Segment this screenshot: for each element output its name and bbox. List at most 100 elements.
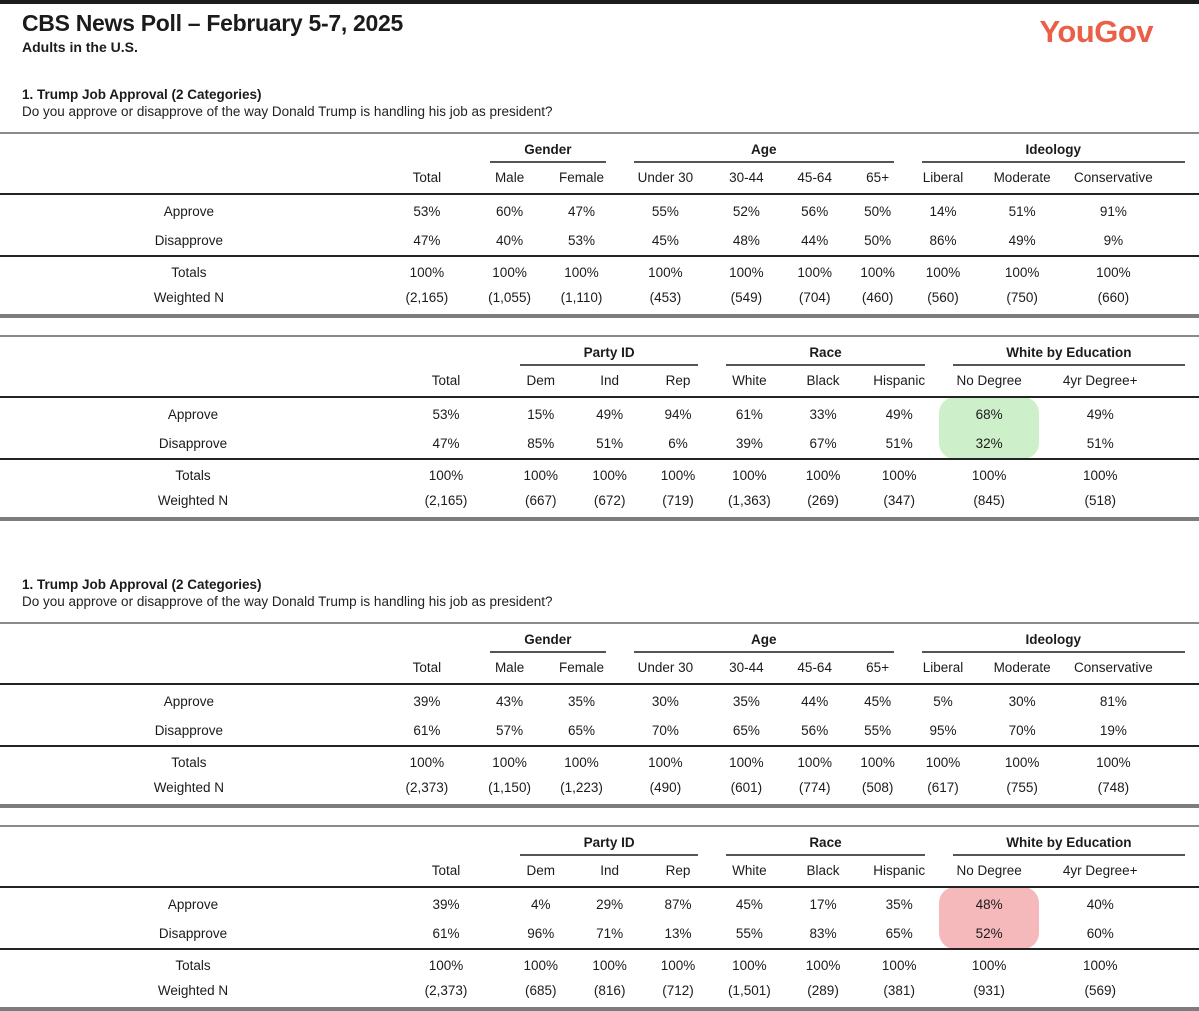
data-cell: 39% xyxy=(432,897,460,912)
totals-cell: 100% xyxy=(712,458,787,488)
table-row: Disapprove 47% 85% 51% 6% 39% 67% 51% 32% 51% xyxy=(0,429,1199,459)
data-cell: 61% xyxy=(432,926,460,941)
row-label: Totals xyxy=(0,948,387,978)
totals-cell: (1,501) xyxy=(712,978,787,1011)
totals-cell: 100% xyxy=(978,255,1066,285)
group-header-party-id: Party ID xyxy=(506,336,712,366)
totals-cell: 100% xyxy=(859,458,939,488)
group-header-ideology: Ideology xyxy=(908,623,1199,653)
totals-cell: (672) xyxy=(575,488,644,521)
totals-row: Totals 100% 100% 100% 100% 100% 100% 100% 100% 10… xyxy=(0,948,1199,978)
column-header: Total xyxy=(377,163,476,195)
totals-cell: 100% xyxy=(619,745,711,775)
totals-cell: (660) xyxy=(1065,285,1199,318)
column-header-row: Total Dem Ind Rep White Black Hispanic No Degre… xyxy=(0,366,1199,398)
totals-cell: (1,110) xyxy=(543,285,620,318)
crosstab-table-2-2: Party ID Race White by Education Total Dem In… xyxy=(0,825,1199,1011)
column-header: Dem xyxy=(505,856,576,888)
row-label: Weighted N xyxy=(0,775,378,808)
totals-cell: (601) xyxy=(710,775,782,808)
data-cell: 44% xyxy=(801,233,829,248)
data-cell: 14% xyxy=(929,204,957,219)
data-cell: 33% xyxy=(809,407,837,422)
data-cell: 55% xyxy=(735,926,763,941)
totals-cell: (518) xyxy=(1039,488,1199,521)
row-label: Disapprove xyxy=(158,436,228,451)
table-row: Disapprove 61% 96% 71% 13% 55% 83% 65% 52% 60% xyxy=(0,919,1199,949)
section-heading: 1. Trump Job Approval (2 Categories) xyxy=(22,87,262,102)
totals-cell: 100% xyxy=(1039,458,1199,488)
data-cell: 61% xyxy=(735,407,763,422)
totals-cell: 100% xyxy=(781,255,848,285)
totals-cell: 100% xyxy=(1039,948,1199,978)
group-header-ideology: Ideology xyxy=(908,133,1199,163)
data-cell: 17% xyxy=(809,897,837,912)
data-cell: 67% xyxy=(809,436,837,451)
totals-cell: 100% xyxy=(710,745,782,775)
data-cell: 47% xyxy=(567,204,596,219)
group-header-row: Party ID Race White by Education xyxy=(0,826,1199,856)
group-header-race: Race xyxy=(712,336,939,366)
group-header-spacer xyxy=(0,826,386,856)
totals-row: Weighted N (2,373) (1,150) (1,223) (490) (601… xyxy=(0,775,1199,808)
column-header: Moderate xyxy=(978,163,1066,195)
group-header-white-by-education: White by Education xyxy=(939,336,1199,366)
totals-cell: 100% xyxy=(386,948,506,978)
column-header: Under 30 xyxy=(619,163,711,195)
totals-cell: (347) xyxy=(859,488,939,521)
totals-cell: 100% xyxy=(575,458,644,488)
totals-cell: (2,165) xyxy=(386,488,506,521)
totals-cell: (2,373) xyxy=(386,978,506,1011)
column-header: Female xyxy=(543,163,620,195)
column-header: Hispanic xyxy=(859,856,939,888)
totals-cell: (289) xyxy=(786,978,860,1011)
page-title: CBS News Poll – February 5-7, 2025 xyxy=(22,10,403,36)
data-cell: 13% xyxy=(664,926,692,941)
totals-row: Weighted N (2,165) (667) (672) (719) (1,363)(… xyxy=(0,488,1199,521)
data-cell: 61% xyxy=(413,723,441,738)
column-header: Conservative xyxy=(1065,163,1199,195)
column-header: White xyxy=(712,366,787,398)
row-label: Approve xyxy=(167,407,219,422)
totals-cell: (617) xyxy=(907,775,979,808)
top-edge-bar xyxy=(0,0,1199,4)
totals-cell: (750) xyxy=(978,285,1066,318)
data-cell: 39% xyxy=(413,694,441,709)
column-header: Female xyxy=(543,653,620,685)
data-cell: 40% xyxy=(496,233,524,248)
data-cell: 70% xyxy=(651,723,679,738)
data-cell: 49% xyxy=(1008,233,1036,248)
group-header-row: Gender Age Ideology xyxy=(0,133,1199,163)
group-header-label: Ideology xyxy=(921,142,1185,163)
totals-row: Totals 100% 100% 100% 100% 100% 100% 100% 100% 10… xyxy=(0,745,1199,775)
totals-cell: (774) xyxy=(781,775,848,808)
table-row: Approve 39% 43% 35% 30% 35% 44% 45% 5% 30% 81% xyxy=(0,684,1199,716)
column-header: Rep xyxy=(643,366,713,398)
column-header-row: Total Male Female Under 30 30-44 45-64 65+ Libe… xyxy=(0,163,1199,195)
data-cell: 55% xyxy=(864,723,892,738)
data-cell: 65% xyxy=(885,926,913,941)
row-label-header xyxy=(0,856,387,888)
data-cell: 49% xyxy=(596,407,624,422)
row-label: Weighted N xyxy=(0,285,378,318)
data-cell: 71% xyxy=(596,926,624,941)
totals-cell: (748) xyxy=(1065,775,1199,808)
row-label-header xyxy=(0,163,378,195)
totals-cell: 100% xyxy=(543,745,620,775)
section-heading: 1. Trump Job Approval (2 Categories) xyxy=(22,577,262,592)
totals-cell: 100% xyxy=(859,948,939,978)
column-header: 4yr Degree+ xyxy=(1039,856,1199,888)
data-cell: 50% xyxy=(864,233,892,248)
data-cell: 45% xyxy=(735,897,763,912)
group-header-label: White by Education xyxy=(952,345,1185,366)
data-cell: 65% xyxy=(567,723,596,738)
data-cell: 70% xyxy=(1008,723,1036,738)
totals-cell: (1,150) xyxy=(476,775,544,808)
page-header: CBS News Poll – February 5-7, 2025 Adult… xyxy=(0,0,1199,55)
totals-cell: (1,223) xyxy=(543,775,620,808)
data-cell: 35% xyxy=(732,694,760,709)
totals-cell: (2,373) xyxy=(377,775,476,808)
totals-cell: 100% xyxy=(377,255,476,285)
data-cell: 29% xyxy=(596,897,624,912)
column-header: White xyxy=(712,856,787,888)
